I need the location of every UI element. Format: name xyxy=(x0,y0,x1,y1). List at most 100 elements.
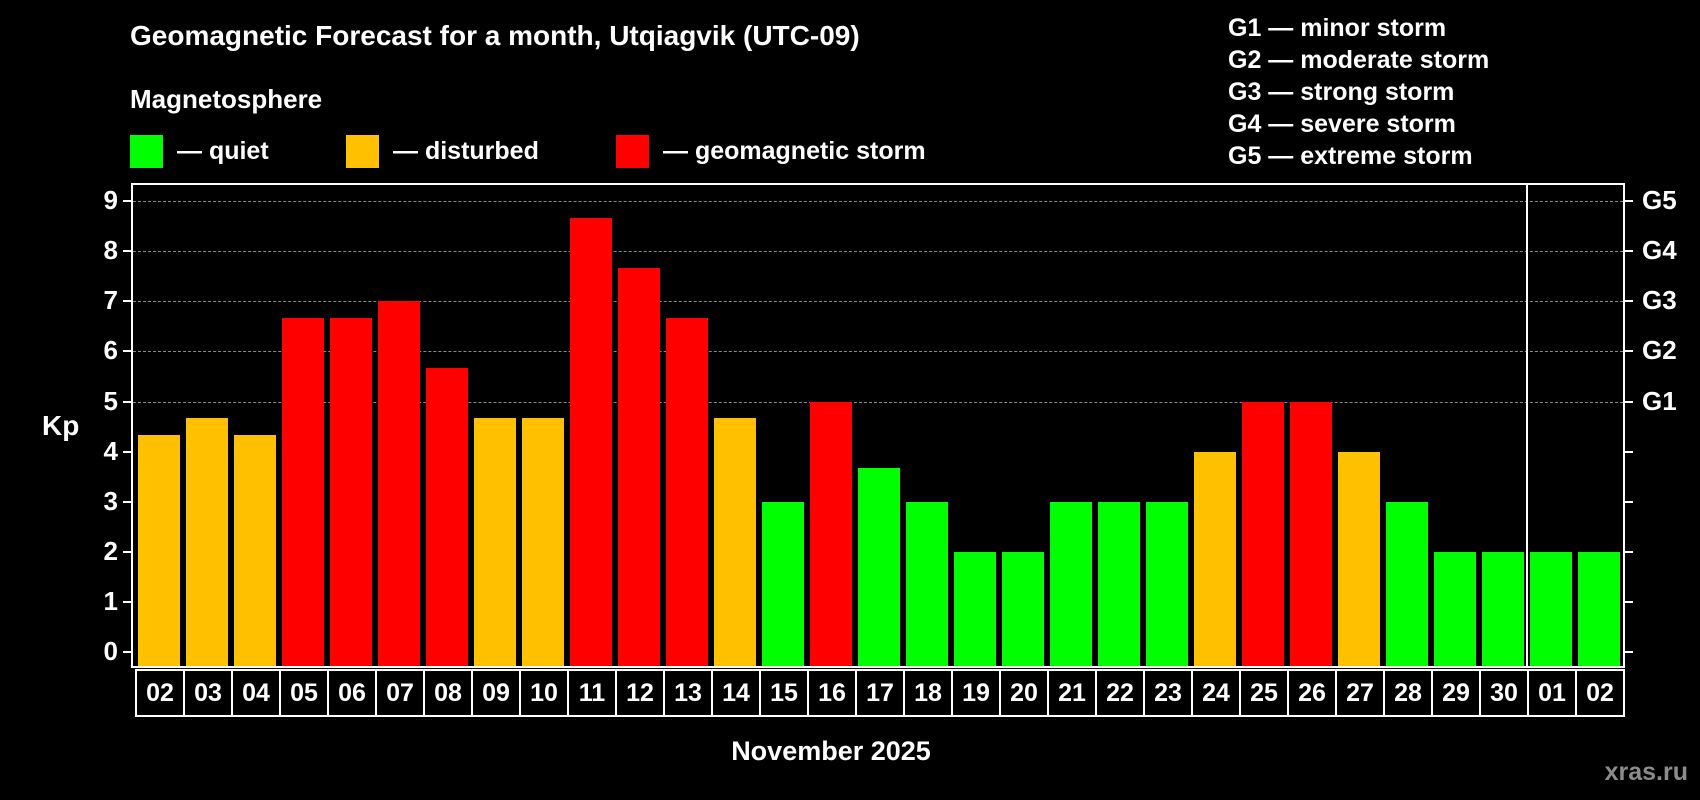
y-tick-right xyxy=(1625,300,1633,303)
bar-22 xyxy=(1098,501,1140,666)
y-tick xyxy=(123,200,131,203)
bar-26 xyxy=(1290,401,1332,666)
date-label-25: 25 xyxy=(1240,669,1288,717)
g-level-label: G5 xyxy=(1642,185,1677,216)
y-tick xyxy=(123,300,131,303)
bar-01 xyxy=(1530,551,1572,666)
bar-05 xyxy=(282,317,324,666)
date-label-26: 26 xyxy=(1288,669,1336,717)
bar-27 xyxy=(1338,451,1380,666)
date-label-14: 14 xyxy=(712,669,760,717)
bar-02 xyxy=(138,435,180,666)
date-label-22: 22 xyxy=(1096,669,1144,717)
y-tick-label: 0 xyxy=(103,636,118,666)
gridline xyxy=(133,201,1623,203)
bar-21 xyxy=(1050,501,1092,666)
y-tick-label: 2 xyxy=(103,535,118,566)
date-label-28: 28 xyxy=(1384,669,1432,717)
date-label-05: 05 xyxy=(280,669,328,717)
disturbed-swatch xyxy=(346,134,379,168)
date-label-12: 12 xyxy=(616,669,664,717)
date-label-20: 20 xyxy=(1000,669,1048,717)
legend-label: — disturbed xyxy=(393,136,539,165)
bar-03 xyxy=(186,418,228,666)
date-label-15: 15 xyxy=(760,669,808,717)
bar-23 xyxy=(1146,501,1188,666)
y-tick-label: 1 xyxy=(103,585,118,616)
y-tick-right xyxy=(1625,550,1633,553)
y-tick-right xyxy=(1625,250,1633,253)
bar-06 xyxy=(330,317,372,666)
date-label-24: 24 xyxy=(1192,669,1240,717)
bar-16 xyxy=(810,401,852,666)
date-label-29: 29 xyxy=(1432,669,1480,717)
date-label-18: 18 xyxy=(904,669,952,717)
legend-item-storm: — geomagnetic storm xyxy=(616,134,926,168)
watermark: xras.ru xyxy=(1604,758,1688,786)
bar-25 xyxy=(1242,401,1284,666)
x-axis-label: November 2025 xyxy=(731,736,931,766)
y-tick-label: 8 xyxy=(103,235,118,266)
storm-swatch xyxy=(616,134,649,168)
date-label-27: 27 xyxy=(1336,669,1384,717)
y-tick xyxy=(123,550,131,553)
bar-15 xyxy=(762,501,804,666)
g-scale-item: G2 — moderate storm xyxy=(1228,46,1490,74)
y-tick-label: 5 xyxy=(103,385,118,416)
date-label-16: 16 xyxy=(808,669,856,717)
g-level-label: G1 xyxy=(1642,385,1677,416)
date-label-17: 17 xyxy=(856,669,904,717)
bar-20 xyxy=(1002,551,1044,666)
y-tick-right xyxy=(1625,400,1633,403)
bar-29 xyxy=(1434,551,1476,666)
y-tick xyxy=(123,600,131,603)
bar-10 xyxy=(522,418,564,666)
date-label-02: 02 xyxy=(1576,669,1625,717)
y-tick xyxy=(123,450,131,453)
bar-12 xyxy=(618,267,660,666)
date-label-11: 11 xyxy=(568,669,616,717)
date-label-21: 21 xyxy=(1048,669,1096,717)
date-label-02: 02 xyxy=(135,669,184,717)
date-label-03: 03 xyxy=(184,669,232,717)
legend-heading: Magnetosphere xyxy=(130,84,323,114)
gridline xyxy=(133,251,1623,253)
bar-14 xyxy=(714,418,756,666)
bar-30 xyxy=(1482,551,1524,666)
bar-18 xyxy=(906,501,948,666)
bar-02 xyxy=(1578,551,1620,666)
month-separator xyxy=(1526,185,1528,666)
bar-19 xyxy=(954,551,996,666)
date-label-09: 09 xyxy=(472,669,520,717)
date-label-10: 10 xyxy=(520,669,568,717)
y-tick-right xyxy=(1625,500,1633,503)
g-scale-item: G3 — strong storm xyxy=(1228,78,1455,106)
g-level-label: G3 xyxy=(1642,285,1677,316)
legend-label: — quiet xyxy=(177,136,269,165)
date-label-07: 07 xyxy=(376,669,424,717)
bar-04 xyxy=(234,435,276,666)
y-tick xyxy=(123,400,131,403)
date-label-23: 23 xyxy=(1144,669,1192,717)
gridline xyxy=(133,401,1623,403)
plot-area xyxy=(131,183,1625,668)
y-tick-right xyxy=(1625,600,1633,603)
g-scale-item: G5 — extreme storm xyxy=(1228,142,1473,170)
y-tick-label: 4 xyxy=(103,435,118,466)
y-tick-right xyxy=(1625,350,1633,353)
date-label-04: 04 xyxy=(232,669,280,717)
y-tick xyxy=(123,350,131,353)
date-label-08: 08 xyxy=(424,669,472,717)
date-axis: 02 03 04 05 06 07 08 09 10 11 12 13 14 15 16 17 18 19 20 21… xyxy=(135,669,1625,717)
y-tick xyxy=(123,651,131,653)
g-level-label: G4 xyxy=(1642,235,1677,266)
date-label-13: 13 xyxy=(664,669,712,717)
y-axis-label: Kp xyxy=(42,410,80,441)
quiet-swatch xyxy=(130,134,163,168)
legend-label: — geomagnetic storm xyxy=(663,136,926,165)
bar-07 xyxy=(378,301,420,666)
y-tick xyxy=(123,500,131,503)
y-tick xyxy=(123,250,131,253)
bar-17 xyxy=(858,468,900,666)
g-level-label: G2 xyxy=(1642,335,1677,366)
